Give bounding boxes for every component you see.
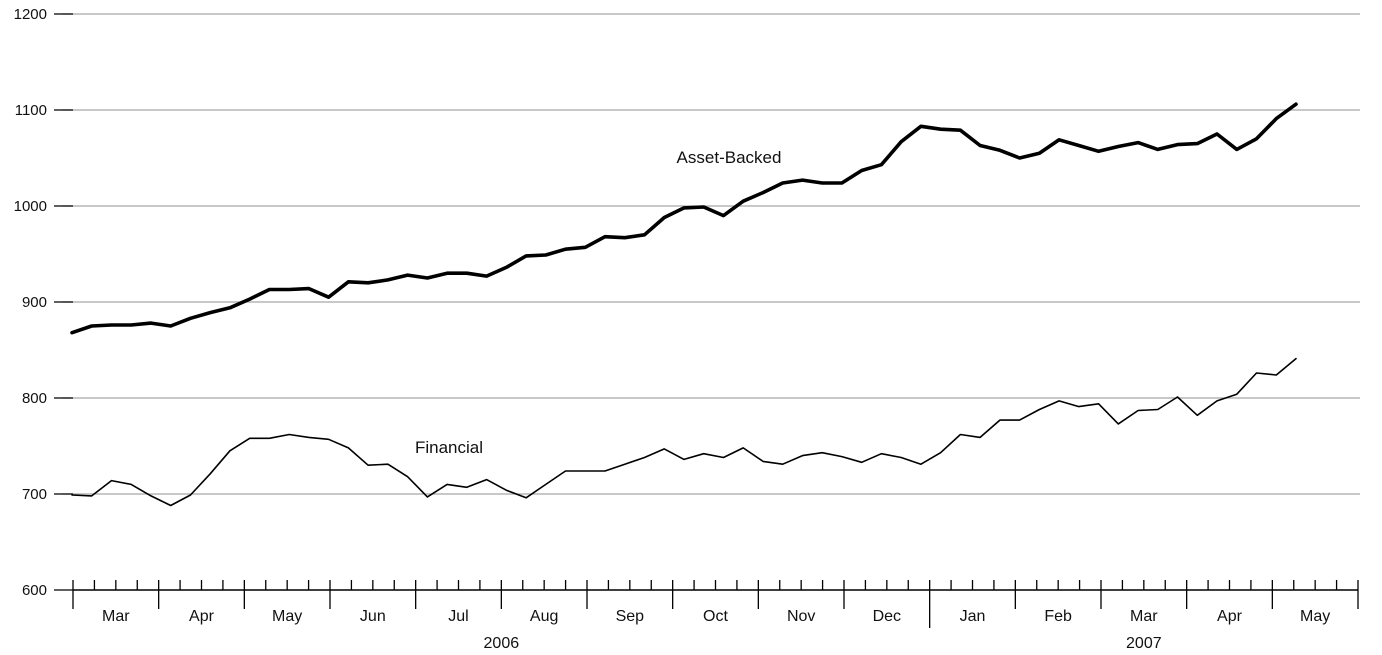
- y-tick-label: 1000: [14, 198, 47, 215]
- x-month-label: Nov: [787, 608, 815, 625]
- x-month-label: Feb: [1044, 608, 1072, 625]
- series-lines: [70, 102, 1298, 507]
- x-month-label: Aug: [530, 608, 558, 625]
- y-axis: 600 700 800 900 1000 1100 1200: [14, 6, 73, 599]
- x-month-label: May: [272, 608, 302, 625]
- series-label: Financial: [415, 438, 483, 457]
- x-month-label: Sep: [616, 608, 645, 625]
- x-month-label: Mar: [1130, 608, 1158, 625]
- x-month-label: Oct: [703, 608, 728, 625]
- x-year-label: 2006: [484, 635, 520, 652]
- y-tick-label: 600: [22, 582, 47, 599]
- y-tick-label: 700: [22, 486, 47, 503]
- x-month-label: Jan: [960, 608, 986, 625]
- y-tick-label: 1200: [14, 6, 47, 23]
- x-month-label: May: [1300, 608, 1330, 625]
- x-month-label: Dec: [873, 608, 901, 625]
- y-tick-label: 1100: [15, 102, 47, 119]
- x-month-label: Jun: [360, 608, 386, 625]
- x-month-label: Apr: [1217, 608, 1243, 625]
- x-year-label: 2007: [1126, 635, 1162, 652]
- x-month-label: Apr: [189, 608, 215, 625]
- series-labels: Asset-Backed Financial: [415, 148, 781, 457]
- series-label: Asset-Backed: [677, 148, 782, 167]
- y-tick-label: 900: [22, 294, 47, 311]
- x-month-label: Jul: [448, 608, 468, 625]
- grid-lines: [62, 13, 1360, 495]
- y-tick-label: 800: [22, 390, 47, 407]
- series-line-financial: [71, 357, 1297, 507]
- x-axis: Mar Apr May Jun Jul Aug Sep Oct Nov Dec Jan Feb Mar A…: [72, 580, 1359, 652]
- series-line-asset-backed: [70, 102, 1298, 335]
- x-month-label: Mar: [102, 608, 130, 625]
